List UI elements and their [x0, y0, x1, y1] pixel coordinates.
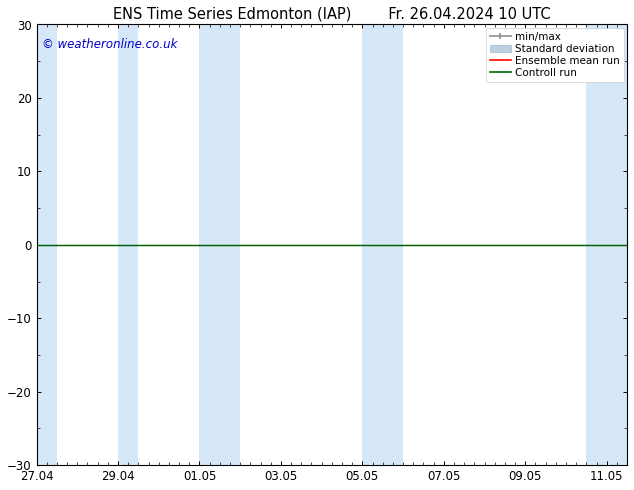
- Title: ENS Time Series Edmonton (IAP)        Fr. 26.04.2024 10 UTC: ENS Time Series Edmonton (IAP) Fr. 26.04…: [113, 7, 550, 22]
- Legend: min/max, Standard deviation, Ensemble mean run, Controll run: min/max, Standard deviation, Ensemble me…: [486, 27, 624, 82]
- Bar: [200, 24, 240, 465]
- Bar: [37, 24, 57, 465]
- Bar: [586, 24, 627, 465]
- Bar: [363, 24, 403, 465]
- Bar: [118, 24, 138, 465]
- Text: © weatheronline.co.uk: © weatheronline.co.uk: [42, 38, 178, 51]
